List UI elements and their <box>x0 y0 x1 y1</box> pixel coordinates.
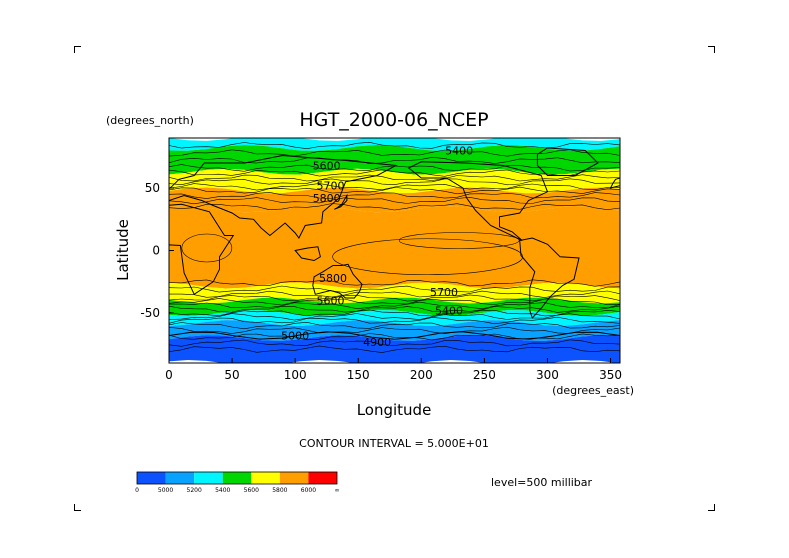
band-5600-5800-2 <box>169 168 620 194</box>
contour-line <box>169 301 620 310</box>
x-tick-label: 100 <box>284 368 307 382</box>
x-tick-label: 350 <box>599 368 622 382</box>
contour-line <box>169 316 620 325</box>
contour-label: 5600 <box>316 295 344 308</box>
contour-line <box>169 345 620 353</box>
colorbar: 0 5000 5200 5400 5600 5800 6000 ∞ <box>135 471 340 494</box>
contour-label: 5700 <box>316 180 344 193</box>
band-5000-5200-8 <box>169 320 620 341</box>
band-5600-5800-5 <box>169 282 620 304</box>
contour-label: 4900 <box>363 336 391 349</box>
colorbar-swatch <box>279 472 309 484</box>
colorbar-swatch <box>222 472 252 484</box>
corner-mark-bottom-right <box>708 504 715 511</box>
corner-mark-bottom-left <box>74 504 81 511</box>
contour-line <box>169 191 620 199</box>
coastline <box>609 177 620 189</box>
contour-line <box>169 305 620 313</box>
x-tick-label: 150 <box>347 368 370 382</box>
contour-label: 5700 <box>430 286 458 299</box>
contour-line <box>181 233 233 263</box>
contour-line <box>169 285 620 293</box>
corner-mark-top-right <box>708 46 715 53</box>
colorbar-swatch <box>137 472 166 484</box>
corner-mark-top-left <box>74 46 81 53</box>
x-tick-label: 50 <box>224 368 239 382</box>
coastline <box>334 193 348 210</box>
contour-line <box>169 290 620 298</box>
contour-line <box>169 339 620 347</box>
contour-label: 5800 <box>319 272 347 285</box>
band-5800-6000-4 <box>169 206 620 289</box>
contour-line <box>169 178 620 186</box>
axes: 0 50 100 150 200 250 300 350 -50 0 50 <box>140 181 622 382</box>
contour-label: 5400 <box>445 145 473 158</box>
contour-line <box>169 313 620 321</box>
contour-line <box>169 141 620 150</box>
contour-interval-note: CONTOUR INTERVAL = 5.000E+01 <box>299 437 489 450</box>
coastline <box>294 246 321 262</box>
band-5400-5600-1 <box>169 145 620 175</box>
x-tick-label: 200 <box>410 368 433 382</box>
contour-line <box>169 149 620 157</box>
x-tick-label: 300 <box>536 368 559 382</box>
colorbar-label: 5800 <box>272 487 287 494</box>
y-units-label: (degrees_north) <box>106 114 194 127</box>
colorbar-label: 5600 <box>244 487 259 494</box>
coastline <box>519 237 580 319</box>
colorbar-label: 5400 <box>215 487 230 494</box>
contour-line <box>169 169 620 177</box>
x-axis-title: Longitude <box>357 401 432 419</box>
coastline <box>407 161 549 241</box>
coastline <box>169 203 235 296</box>
band-5200-5400-0 <box>169 138 620 151</box>
coastline <box>312 263 363 299</box>
band-5800-6000-3 <box>169 187 620 213</box>
colorbar-label: 0 <box>135 487 139 494</box>
contour-label: 5000 <box>281 330 309 343</box>
y-tick-label: 0 <box>152 244 160 258</box>
colorbar-label: 6000 <box>301 487 316 494</box>
colorbar-swatch <box>251 472 280 484</box>
level-note: level=500 millibar <box>491 476 593 489</box>
band-5200-5400-7 <box>169 310 620 326</box>
contour-line <box>398 232 520 249</box>
x-tick-label: 0 <box>165 368 173 382</box>
colorbar-swatch <box>165 472 195 484</box>
coastline <box>536 147 599 176</box>
contour-line <box>169 321 620 330</box>
contour-line <box>169 333 620 341</box>
x-tick-label: 250 <box>473 368 496 382</box>
x-units-label: (degrees_east) <box>552 384 634 397</box>
coastline <box>169 154 398 239</box>
y-axis-title: Latitude <box>114 219 132 281</box>
colorbar-label: ∞ <box>335 487 340 494</box>
colorbar-label: 5000 <box>158 487 173 494</box>
contour-label: 5600 <box>313 160 341 173</box>
contour-line <box>169 196 620 205</box>
colorbar-swatch <box>194 472 223 484</box>
colorbar-label: 5200 <box>187 487 202 494</box>
band-0-5000-9 <box>169 335 620 363</box>
colorbar-frame <box>136 471 338 485</box>
chart-title: HGT_2000-06_NCEP <box>299 109 488 131</box>
band-5400-5600-6 <box>169 297 620 316</box>
colorbar-swatch <box>308 472 337 484</box>
contour-line <box>169 309 620 317</box>
contour-line <box>169 298 620 306</box>
contour-label: 5400 <box>435 305 463 318</box>
y-tick-label: -50 <box>140 306 160 320</box>
contour-label: 5800 <box>313 192 341 205</box>
contour-line <box>169 326 620 335</box>
contour-line <box>169 174 620 182</box>
y-tick-label: 50 <box>145 181 160 195</box>
contour-line <box>169 186 620 195</box>
contour-line <box>169 203 620 211</box>
contour-line <box>169 279 620 287</box>
coastline <box>169 331 620 340</box>
